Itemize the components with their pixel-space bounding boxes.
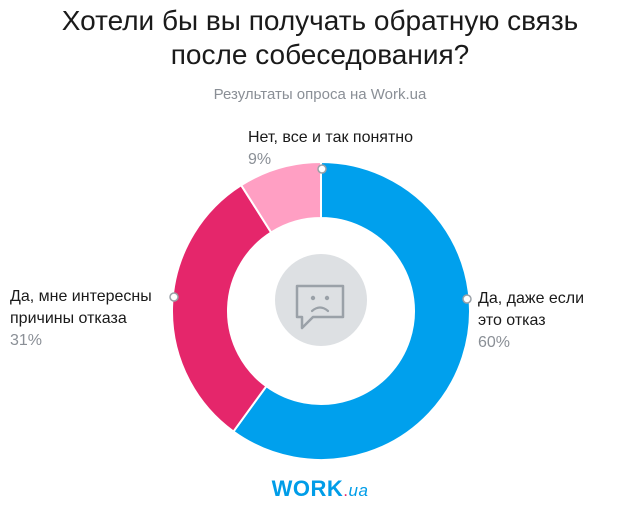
- label-markers: [169, 164, 472, 304]
- label-slice-2-line-1: Нет, все и так понятно: [248, 129, 414, 146]
- label-slice-1-line-2: причины отказа: [10, 310, 127, 327]
- chart-title: Хотели бы вы получать обратную связь пос…: [0, 4, 640, 72]
- label-marker-1: [169, 292, 179, 302]
- label-slice-0-value: 60%: [478, 334, 511, 351]
- label-marker-2: [317, 164, 327, 174]
- sad-face-speech-bubble-icon: [275, 254, 367, 346]
- chart-title-line-1: Хотели бы вы получать обратную связь: [61, 5, 579, 36]
- label-slice-0: Да, даже если это отказ 60%: [478, 288, 584, 354]
- donut-slice-1: [171, 183, 273, 433]
- label-slice-1: Да, мне интересны причины отказа 31%: [10, 286, 152, 352]
- logo-suffix: ua: [348, 481, 369, 500]
- donut-slice-2: [239, 160, 322, 234]
- logo-main: WORK: [271, 476, 344, 501]
- donut-slices: [171, 160, 471, 461]
- label-slice-0-line-2: это отказ: [478, 312, 546, 329]
- donut-slice-0: [232, 160, 471, 461]
- label-marker-0: [462, 294, 472, 304]
- chart-subtitle: Результаты опроса на Work.ua: [213, 86, 427, 103]
- logo-dot: .: [343, 481, 349, 500]
- label-slice-0-line-1: Да, даже если: [478, 290, 585, 307]
- chart-title-line-2: после собеседования?: [170, 39, 470, 70]
- work-ua-logo: WORK.ua: [0, 476, 640, 502]
- label-slice-1-line-1: Да, мне интересны: [10, 288, 152, 305]
- label-slice-2-value: 9%: [248, 151, 272, 168]
- label-slice-2: Нет, все и так понятно 9%: [248, 127, 413, 171]
- label-slice-1-value: 31%: [10, 332, 43, 349]
